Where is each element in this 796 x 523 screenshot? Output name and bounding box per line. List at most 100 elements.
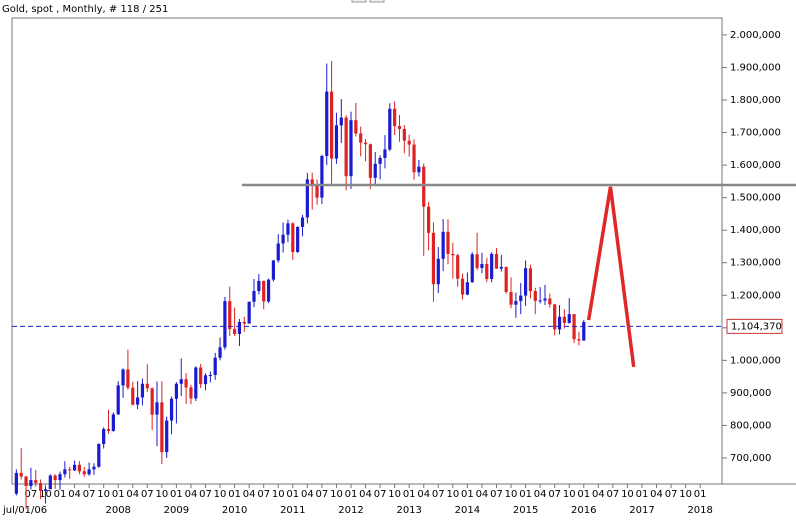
candle-body (359, 133, 363, 143)
start-date-label: jul/01/06 (2, 505, 47, 516)
candle-body (116, 385, 120, 415)
candle-body (286, 223, 290, 235)
candle-body (140, 383, 145, 398)
candle-body (131, 387, 135, 405)
candle-body (150, 388, 154, 415)
candle-body (329, 91, 334, 159)
candle-body (179, 379, 183, 384)
year-label: 2015 (513, 505, 538, 516)
candle-body (136, 397, 140, 405)
candle-body (247, 301, 251, 324)
x-tick-label: 04 (126, 489, 139, 500)
candle-body (87, 469, 91, 475)
candle-body (63, 469, 67, 475)
candle-body (456, 255, 460, 279)
candle-body (296, 226, 300, 252)
y-tick-label: 1.800,000 (730, 95, 781, 106)
candle-body (174, 383, 179, 399)
candle-body (523, 268, 528, 296)
candle-body (102, 429, 106, 444)
year-label: 2009 (164, 505, 189, 516)
y-tick-label: 2.000,000 (730, 30, 781, 41)
candle-body (393, 108, 397, 127)
x-tick-label: 04 (592, 489, 605, 500)
candle-body (417, 166, 421, 173)
candle-body (72, 464, 77, 471)
candle-body (271, 260, 276, 280)
x-tick-label: 07 (25, 489, 38, 500)
candle-body (368, 144, 372, 178)
candle-body (562, 316, 566, 323)
candle-body (325, 91, 329, 156)
year-label: 2014 (455, 505, 480, 516)
candle-body (354, 120, 358, 134)
candle-body (266, 279, 271, 302)
x-tick-label: 04 (185, 489, 198, 500)
x-tick-label: 04 (68, 489, 81, 500)
candle-body (82, 471, 86, 475)
x-tick-label: 10 (446, 489, 459, 500)
candle-body (538, 300, 542, 302)
candle-body (378, 157, 382, 164)
year-label: 2008 (105, 505, 130, 516)
x-tick-label: 07 (141, 489, 154, 500)
candle-body (34, 480, 38, 484)
candle-body (553, 304, 557, 330)
candle-body (446, 231, 450, 254)
year-label: 2011 (280, 505, 305, 516)
x-tick-label: 10 (214, 489, 227, 500)
x-tick-label: 01 (54, 489, 67, 500)
x-tick-label: 07 (374, 489, 387, 500)
candle-body (48, 475, 52, 490)
candle-body (412, 144, 416, 173)
x-tick-label: 01 (461, 489, 474, 500)
candle-body (262, 280, 266, 302)
x-tick-label: 04 (476, 489, 489, 500)
x-tick-label: 04 (417, 489, 430, 500)
drawn-path (586, 186, 636, 368)
candle-body (223, 301, 227, 348)
y-tick-label: 1.600,000 (730, 160, 781, 171)
x-tick-label: 10 (155, 489, 168, 500)
x-tick-label: 07 (83, 489, 96, 500)
candle-body (121, 369, 125, 386)
candle-body (218, 347, 222, 358)
candle-body (189, 387, 193, 399)
candle-body (233, 329, 237, 334)
candle-body (300, 217, 305, 227)
y-tick-label: 1.900,000 (730, 62, 781, 73)
year-label: 2012 (338, 505, 363, 516)
candle-body (19, 472, 23, 477)
candle-body (194, 367, 198, 399)
y-tick-label: 1.200,000 (730, 290, 781, 301)
x-tick-label: 01 (112, 489, 125, 500)
x-tick-label: 01 (636, 489, 649, 500)
x-tick-label: 07 (199, 489, 212, 500)
x-tick-label: 10 (388, 489, 401, 500)
x-tick-label: 10 (679, 489, 692, 500)
candle-body (58, 474, 62, 481)
candle-body (339, 117, 343, 126)
candle-body (441, 231, 445, 259)
x-tick-label: 10 (563, 489, 576, 500)
y-tick-label: 1.700,000 (730, 128, 781, 139)
candle-body (252, 291, 256, 302)
candle-body (470, 254, 474, 283)
x-tick-label: 01 (345, 489, 358, 500)
candle-body (475, 254, 479, 268)
x-tick-label: 07 (548, 489, 561, 500)
candle-body (68, 469, 72, 471)
x-tick-label: 01 (228, 489, 241, 500)
candle-body (577, 339, 581, 341)
x-tick-label: 10 (272, 489, 285, 500)
candle-body (485, 264, 489, 279)
candle-body (281, 234, 285, 244)
x-tick-label: 04 (359, 489, 372, 500)
candle-body (237, 321, 242, 334)
candle-body (528, 268, 533, 292)
candle-body (145, 383, 149, 389)
candle-body (199, 367, 203, 385)
